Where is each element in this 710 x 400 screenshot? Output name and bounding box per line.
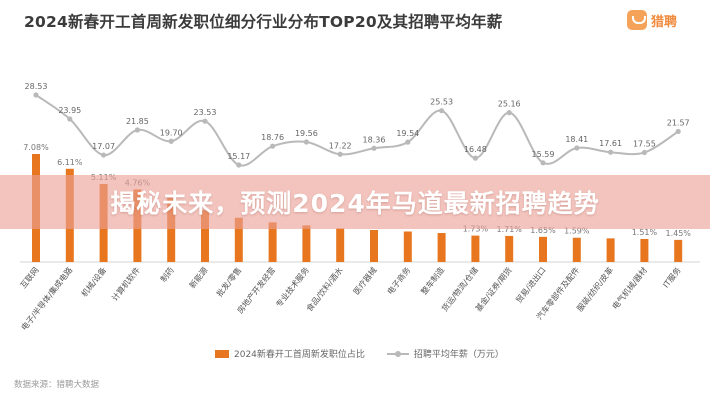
line-data-label: 23.53 bbox=[194, 108, 217, 117]
line-data-label: 17.07 bbox=[92, 142, 115, 151]
bar-data-label: 1.51% bbox=[632, 228, 658, 237]
line-point bbox=[405, 139, 411, 145]
line-point bbox=[337, 151, 343, 157]
bar-mark bbox=[437, 233, 446, 262]
legend-swatch-bar bbox=[215, 349, 229, 358]
x-tick-label: 电气机械/器材 bbox=[610, 265, 649, 311]
x-tick-label: 电子商务 bbox=[385, 265, 413, 296]
bar-data-label: 1.73% bbox=[463, 225, 489, 234]
line-point bbox=[608, 149, 614, 155]
line-data-label: 28.53 bbox=[25, 82, 48, 91]
bar-data-label: 1.45% bbox=[665, 229, 691, 238]
bar-mark bbox=[674, 239, 683, 262]
bar-mark bbox=[606, 238, 615, 262]
line-point bbox=[67, 116, 73, 122]
logo-icon bbox=[627, 10, 647, 30]
bar-data-label: 1.65% bbox=[530, 226, 556, 235]
x-tick-label: 机械/设备 bbox=[79, 265, 108, 299]
line-point bbox=[675, 128, 681, 135]
x-tick-label: 基金/证券/期货 bbox=[473, 265, 514, 313]
bar-mark bbox=[302, 225, 311, 262]
line-data-label: 16.48 bbox=[464, 145, 487, 154]
line-point bbox=[540, 160, 546, 166]
line-point bbox=[270, 143, 276, 149]
line-data-label: 19.54 bbox=[396, 129, 419, 138]
x-tick-label: 互联网 bbox=[19, 266, 41, 290]
line-data-label: 15.59 bbox=[532, 150, 555, 159]
bar-mark bbox=[370, 229, 378, 262]
bar-data-label: 1.71% bbox=[496, 225, 522, 234]
line-point bbox=[574, 145, 580, 151]
line-point bbox=[236, 162, 242, 168]
bar-mark bbox=[640, 238, 649, 262]
chart-legend: 2024新春开工首周新发职位占比 招聘平均年薪（万元） bbox=[215, 347, 504, 360]
line-data-label: 21.57 bbox=[667, 118, 690, 127]
x-tick-label: 整车制造 bbox=[419, 265, 447, 296]
bar-mark bbox=[336, 228, 345, 262]
line-data-label: 18.41 bbox=[565, 135, 588, 144]
bar-data-label: 6.11% bbox=[57, 158, 83, 167]
line-point bbox=[439, 108, 445, 114]
x-tick-label: 货运/物流/仓储 bbox=[439, 265, 480, 313]
line-data-label: 23.95 bbox=[58, 106, 81, 115]
x-tick-label: 制药 bbox=[158, 265, 176, 284]
overlay-banner: 揭秘未来，预测2024年马道最新招聘趋势 bbox=[0, 175, 710, 229]
bar-data-label: 1.59% bbox=[564, 227, 590, 236]
x-tick-label: 计算机软件 bbox=[109, 265, 142, 303]
line-data-label: 19.70 bbox=[160, 128, 183, 137]
line-point bbox=[303, 139, 309, 145]
salary-line bbox=[35, 94, 679, 167]
line-point bbox=[168, 138, 174, 144]
x-tick-label: 医疗器械 bbox=[351, 265, 379, 296]
bar-mark bbox=[539, 236, 547, 262]
legend-item-line: 招聘平均年薪（万元） bbox=[386, 347, 504, 360]
line-data-label: 18.76 bbox=[261, 133, 284, 142]
x-tick-label: 贸易/进出口 bbox=[513, 265, 547, 305]
legend-swatch-line bbox=[386, 350, 409, 357]
line-data-label: 19.56 bbox=[295, 129, 318, 138]
line-point bbox=[202, 118, 208, 124]
x-tick-label: 批发/零售 bbox=[214, 265, 243, 299]
line-data-label: 15.17 bbox=[227, 152, 250, 161]
legend-label-bar: 2024新春开工首周新发职位占比 bbox=[234, 350, 365, 360]
logo-text: 猎聘 bbox=[651, 14, 678, 30]
line-point bbox=[134, 127, 140, 133]
x-tick-label: 服装/纺织/皮革 bbox=[574, 265, 615, 313]
legend-label-line: 招聘平均年薪（万元） bbox=[413, 350, 504, 360]
line-point bbox=[33, 92, 39, 98]
bar-mark bbox=[403, 231, 412, 262]
x-tick-label: 新能源 bbox=[187, 265, 210, 290]
legend-item-bar: 2024新春开工首周新发职位占比 bbox=[215, 347, 365, 360]
line-data-label: 17.55 bbox=[633, 140, 656, 149]
banner-text: 揭秘未来，预测2024年马道最新招聘趋势 bbox=[110, 189, 600, 218]
line-data-label: 25.53 bbox=[430, 98, 453, 107]
liepin-logo: 猎聘 bbox=[627, 9, 677, 31]
line-data-label: 21.85 bbox=[126, 117, 149, 126]
bar-mark bbox=[167, 197, 176, 262]
source-note: 数据来源：猎聘大数据 bbox=[14, 380, 100, 390]
chart-title: 2024新春开工首周新发职位细分行业分布TOP20及其招聘平均年薪 bbox=[24, 13, 503, 31]
bar-data-label: 7.08% bbox=[23, 143, 49, 152]
line-data-label: 25.16 bbox=[498, 100, 521, 109]
line-data-label: 17.22 bbox=[329, 141, 352, 150]
line-data-label: 17.61 bbox=[599, 139, 622, 148]
bar-mark bbox=[572, 237, 581, 262]
x-tick-label: IT服务 bbox=[661, 265, 683, 289]
bar-mark bbox=[471, 235, 480, 262]
bar-mark bbox=[505, 235, 514, 262]
x-tick-label: 专业技术服务 bbox=[274, 265, 311, 309]
bar-mark bbox=[234, 217, 243, 262]
bar-mark bbox=[201, 210, 209, 262]
line-point bbox=[101, 152, 107, 158]
line-point bbox=[641, 149, 648, 156]
line-point bbox=[506, 110, 512, 116]
bar-mark bbox=[268, 222, 277, 262]
line-point bbox=[472, 155, 478, 161]
x-tick-label: 食品/饮料/酒水 bbox=[304, 265, 345, 313]
line-data-label: 18.36 bbox=[363, 135, 386, 144]
line-point bbox=[371, 145, 377, 151]
